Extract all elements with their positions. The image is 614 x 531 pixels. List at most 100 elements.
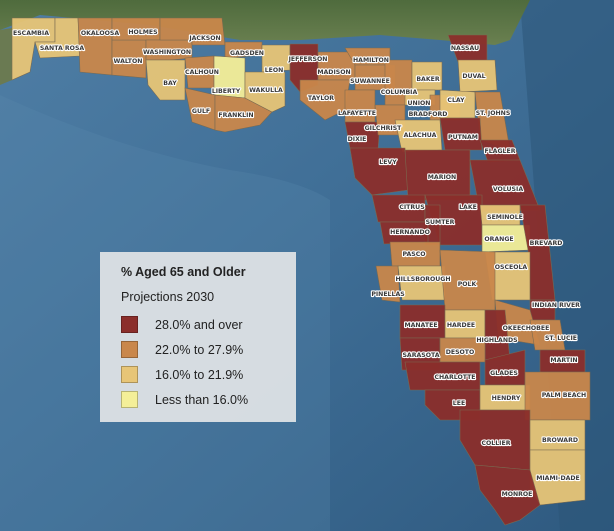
county-label-highlands: HIGHLANDS	[476, 337, 517, 344]
legend-item-16-to-21-9: 16.0% to 21.9%	[121, 362, 284, 387]
county-label-washington: WASHINGTON	[143, 49, 191, 56]
county-duval	[457, 59, 498, 93]
county-label-calhoun: CALHOUN	[185, 69, 219, 76]
county-label-taylor: TAYLOR	[308, 95, 334, 102]
legend-swatch-16-to-21-9	[121, 366, 138, 383]
county-label-hardee: HARDEE	[447, 322, 475, 329]
legend-swatch-22-to-27-9	[121, 341, 138, 358]
county-label-collier: COLLIER	[482, 440, 511, 447]
county-label-franklin: FRANKLIN	[218, 112, 253, 119]
county-label-gilchrist: GILCHRIST	[365, 125, 403, 132]
county-label-sumter: SUMTER	[426, 219, 455, 226]
county-label-st-lucie: ST. LUCIE	[545, 335, 577, 342]
county-layer	[11, 17, 591, 526]
county-label-hamilton: HAMILTON	[353, 57, 389, 64]
county-label-orange: ORANGE	[484, 236, 513, 243]
county-label-hillsborough: HILLSBOROUGH	[395, 276, 450, 283]
county-label-miami-dade: MIAMI-DADE	[536, 475, 580, 482]
county-label-monroe: MONROE	[502, 491, 533, 498]
county-broward	[529, 419, 586, 451]
county-label-volusia: VOLUSIA	[493, 186, 523, 193]
county-label-osceola: OSCEOLA	[495, 264, 528, 271]
county-label-seminole: SEMINOLE	[487, 214, 523, 221]
county-label-lafayette: LAFAYETTE	[338, 110, 376, 117]
county-label-okeechobee: OKEECHOBEE	[503, 325, 550, 332]
county-pinellas	[375, 265, 401, 303]
county-label-escambia: ESCAMBIA	[13, 30, 49, 37]
atlantic-water	[520, 0, 614, 531]
county-label-suwannee: SUWANNEE	[350, 78, 390, 85]
county-label-hendry: HENDRY	[492, 395, 521, 402]
county-label-charlotte: CHARLOTTE	[434, 374, 475, 381]
county-label-jefferson: JEFFERSON	[288, 56, 328, 63]
county-label-flagler: FLAGLER	[485, 148, 516, 155]
legend-label: 28.0% and over	[155, 317, 243, 332]
county-label-gulf: GULF	[192, 108, 210, 115]
county-label-pasco: PASCO	[402, 251, 425, 258]
legend-label: 22.0% to 27.9%	[155, 342, 244, 357]
county-label-lee: LEE	[453, 400, 465, 407]
legend-label: Less than 16.0%	[155, 392, 249, 407]
county-label-okaloosa: OKALOOSA	[81, 30, 120, 37]
county-label-manatee: MANATEE	[404, 322, 437, 329]
county-label-brevard: BREVARD	[530, 240, 563, 247]
county-label-nassau: NASSAU	[451, 45, 479, 52]
county-label-putnam: PUTNAM	[448, 134, 478, 141]
legend-subtitle: Projections 2030	[121, 290, 215, 304]
county-label-polk: POLK	[458, 281, 477, 288]
county-label-hernando: HERNANDO	[390, 229, 430, 236]
county-labels: ESCAMBIA SANTA ROSA OKALOOSA WALTON HOLMES WA…	[12, 28, 587, 499]
county-label-leon: LEON	[265, 67, 284, 74]
legend-swatch-28-and-over	[121, 316, 138, 333]
county-monroe	[474, 464, 541, 526]
county-label-wakulla: WAKULLA	[249, 87, 283, 94]
county-wakulla	[244, 71, 286, 113]
county-label-columbia: COLUMBIA	[381, 89, 418, 96]
county-label-pinellas: PINELLAS	[371, 291, 404, 298]
legend-label: 16.0% to 21.9%	[155, 367, 244, 382]
county-label-indian-river: INDIAN RIVER	[532, 302, 580, 309]
county-palm-beach	[524, 371, 591, 421]
county-label-madison: MADISON	[317, 69, 350, 76]
mainland-north	[0, 0, 530, 45]
county-label-martin: MARTIN	[550, 357, 577, 364]
county-label-levy: LEVY	[379, 159, 397, 166]
county-taylor	[299, 79, 351, 121]
county-putnam	[439, 117, 483, 151]
county-label-glades: GLADES	[490, 370, 518, 377]
county-lafayette	[344, 89, 376, 123]
county-bay	[145, 59, 186, 101]
county-label-marion: MARION	[428, 174, 456, 181]
county-levy	[349, 147, 409, 196]
county-label-union: UNION	[408, 100, 431, 107]
county-label-desoto: DESOTO	[446, 349, 475, 356]
county-jackson	[159, 17, 226, 46]
county-label-citrus: CITRUS	[399, 204, 424, 211]
county-label-bay: BAY	[163, 80, 177, 87]
county-label-clay: CLAY	[447, 97, 465, 104]
county-label-palm-beach: PALM BEACH	[542, 392, 586, 399]
legend-swatch-less-than-16	[121, 391, 138, 408]
map-legend: % Aged 65 and Older Projections 2030 28.…	[100, 252, 296, 422]
county-label-broward: BROWARD	[542, 437, 578, 444]
county-gulf	[184, 87, 216, 131]
county-label-alachua: ALACHUA	[404, 132, 437, 139]
county-label-st-johns: ST. JOHNS	[476, 110, 511, 117]
county-label-holmes: HOLMES	[128, 29, 157, 36]
county-label-dixie: DIXIE	[348, 136, 367, 143]
county-label-lake: LAKE	[459, 204, 477, 211]
legend-title: % Aged 65 and Older	[121, 265, 246, 279]
county-label-walton: WALTON	[114, 58, 143, 65]
legend-item-28-and-over: 28.0% and over	[121, 312, 284, 337]
county-label-bradford: BRADFORD	[409, 111, 448, 118]
coastal-land	[0, 28, 12, 85]
county-hillsborough	[397, 265, 446, 301]
county-label-duval: DUVAL	[462, 73, 485, 80]
county-label-gadsden: GADSDEN	[230, 50, 264, 57]
county-label-santa-rosa: SANTA ROSA	[40, 45, 85, 52]
county-label-sarasota: SARASOTA	[402, 352, 439, 359]
legend-item-less-than-16: Less than 16.0%	[121, 387, 284, 412]
county-label-liberty: LIBERTY	[212, 88, 241, 95]
county-label-baker: BAKER	[416, 76, 440, 83]
